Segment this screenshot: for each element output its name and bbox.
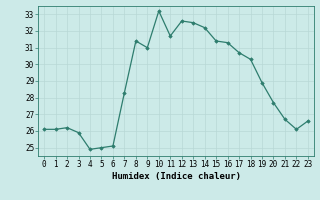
- X-axis label: Humidex (Indice chaleur): Humidex (Indice chaleur): [111, 172, 241, 181]
